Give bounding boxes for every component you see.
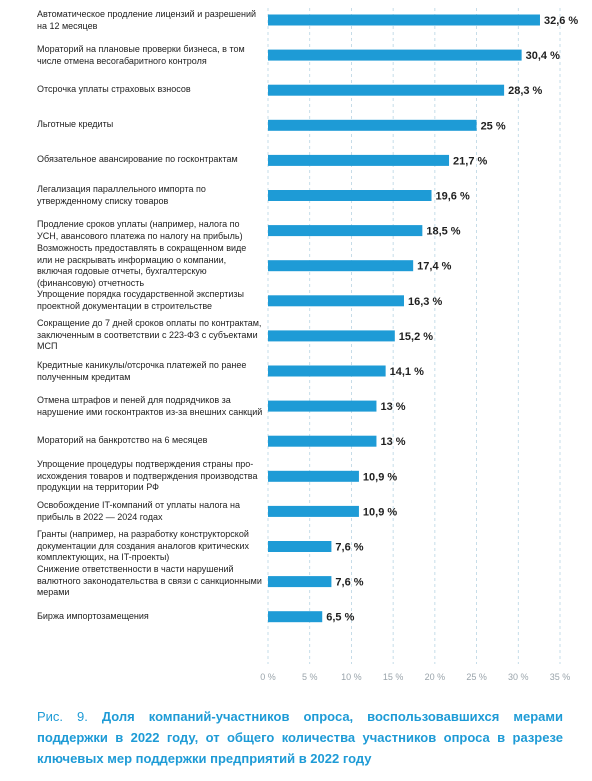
category-label: Снижение ответственности в части нарушен… [37, 564, 262, 597]
value-label: 28,3 % [508, 85, 542, 97]
bar [268, 154, 450, 166]
caption-text: Доля компаний-участников опроса, восполь… [37, 709, 563, 766]
category-label: Освобождение IT-компаний от уплаты налог… [37, 500, 241, 522]
category-label: Льготные кредиты [37, 119, 114, 129]
bar [268, 505, 359, 517]
value-label: 21,7 % [453, 155, 487, 167]
bar [268, 365, 386, 377]
bar [268, 190, 432, 201]
category-label: Биржа импортозамещения [37, 611, 149, 621]
category-label: Упрощение процедуры подтверждения страны… [37, 459, 258, 492]
category-label: Отсрочка уплаты страховых взносов [37, 84, 191, 94]
bar [268, 541, 332, 552]
category-label: Отмена штрафов и пеней для подрядчиков з… [37, 395, 263, 417]
bar [268, 225, 423, 237]
category-label: Сокращение до 7 дней сроков оплаты по ко… [37, 318, 262, 351]
value-label: 30,4 % [526, 50, 560, 62]
value-label: 32,6 % [544, 15, 578, 27]
bar [268, 84, 505, 96]
value-label: 18,5 % [426, 226, 460, 238]
value-label: 15,2 % [399, 331, 433, 343]
value-label: 19,6 % [436, 191, 470, 203]
bar [268, 260, 414, 272]
bar [268, 295, 404, 307]
category-label: Кредитные каникулы/отсрочка платежей по … [37, 360, 247, 382]
value-label: 13 % [380, 401, 405, 413]
bar [268, 435, 377, 447]
category-label: Упрощение порядка государственной экспер… [37, 289, 244, 311]
value-label: 13 % [380, 436, 405, 448]
category-label: Обязательное авансирование по госконтрак… [37, 154, 238, 164]
x-tick-label: 10 % [341, 672, 362, 682]
category-label: Мораторий на плановые проверки бизнеса, … [37, 44, 245, 66]
value-label: 6,5 % [326, 612, 354, 624]
category-label: Продление сроков уплаты (например, налог… [37, 219, 243, 241]
value-label: 16,3 % [408, 296, 442, 308]
x-tick-label: 5 % [302, 672, 318, 682]
category-label: Автоматическое продление лицензий и разр… [37, 9, 257, 31]
category-label: Возможность предоставлять в сокращенном … [37, 243, 247, 288]
x-tick-label: 30 % [508, 672, 529, 682]
bar [268, 119, 477, 131]
category-label: Мораторий на банкротство на 6 месяцев [37, 435, 208, 445]
value-label: 10,9 % [363, 471, 397, 483]
value-label: 7,6 % [335, 577, 363, 589]
x-tick-label: 35 % [550, 672, 571, 682]
bar [268, 49, 522, 61]
x-tick-label: 25 % [466, 672, 487, 682]
value-label: 17,4 % [417, 261, 451, 273]
value-label: 14,1 % [390, 366, 424, 378]
x-tick-label: 15 % [383, 672, 404, 682]
bar [268, 470, 359, 482]
value-label: 10,9 % [363, 506, 397, 518]
bar [268, 330, 395, 342]
bar [268, 576, 332, 588]
bar [268, 611, 323, 623]
figure-caption: Рис. 9. Доля компаний-участников опроса,… [37, 706, 563, 769]
x-tick-label: 20 % [425, 672, 446, 682]
x-tick-label: 0 % [260, 672, 276, 682]
bar [268, 400, 377, 412]
bar [268, 14, 540, 26]
bar-chart: 0 % 5 % 10 % 15 % 20 % 25 % 30 % 35 % 32,6 % 30,4… [260, 8, 578, 682]
value-label: 7,6 % [335, 542, 363, 554]
caption-prefix: Рис. 9. [37, 709, 88, 724]
category-label: Гранты (например, на разработку конструк… [37, 529, 250, 562]
value-label: 25 % [481, 120, 506, 132]
category-label: Легализация параллельного импорта по утв… [37, 184, 206, 206]
